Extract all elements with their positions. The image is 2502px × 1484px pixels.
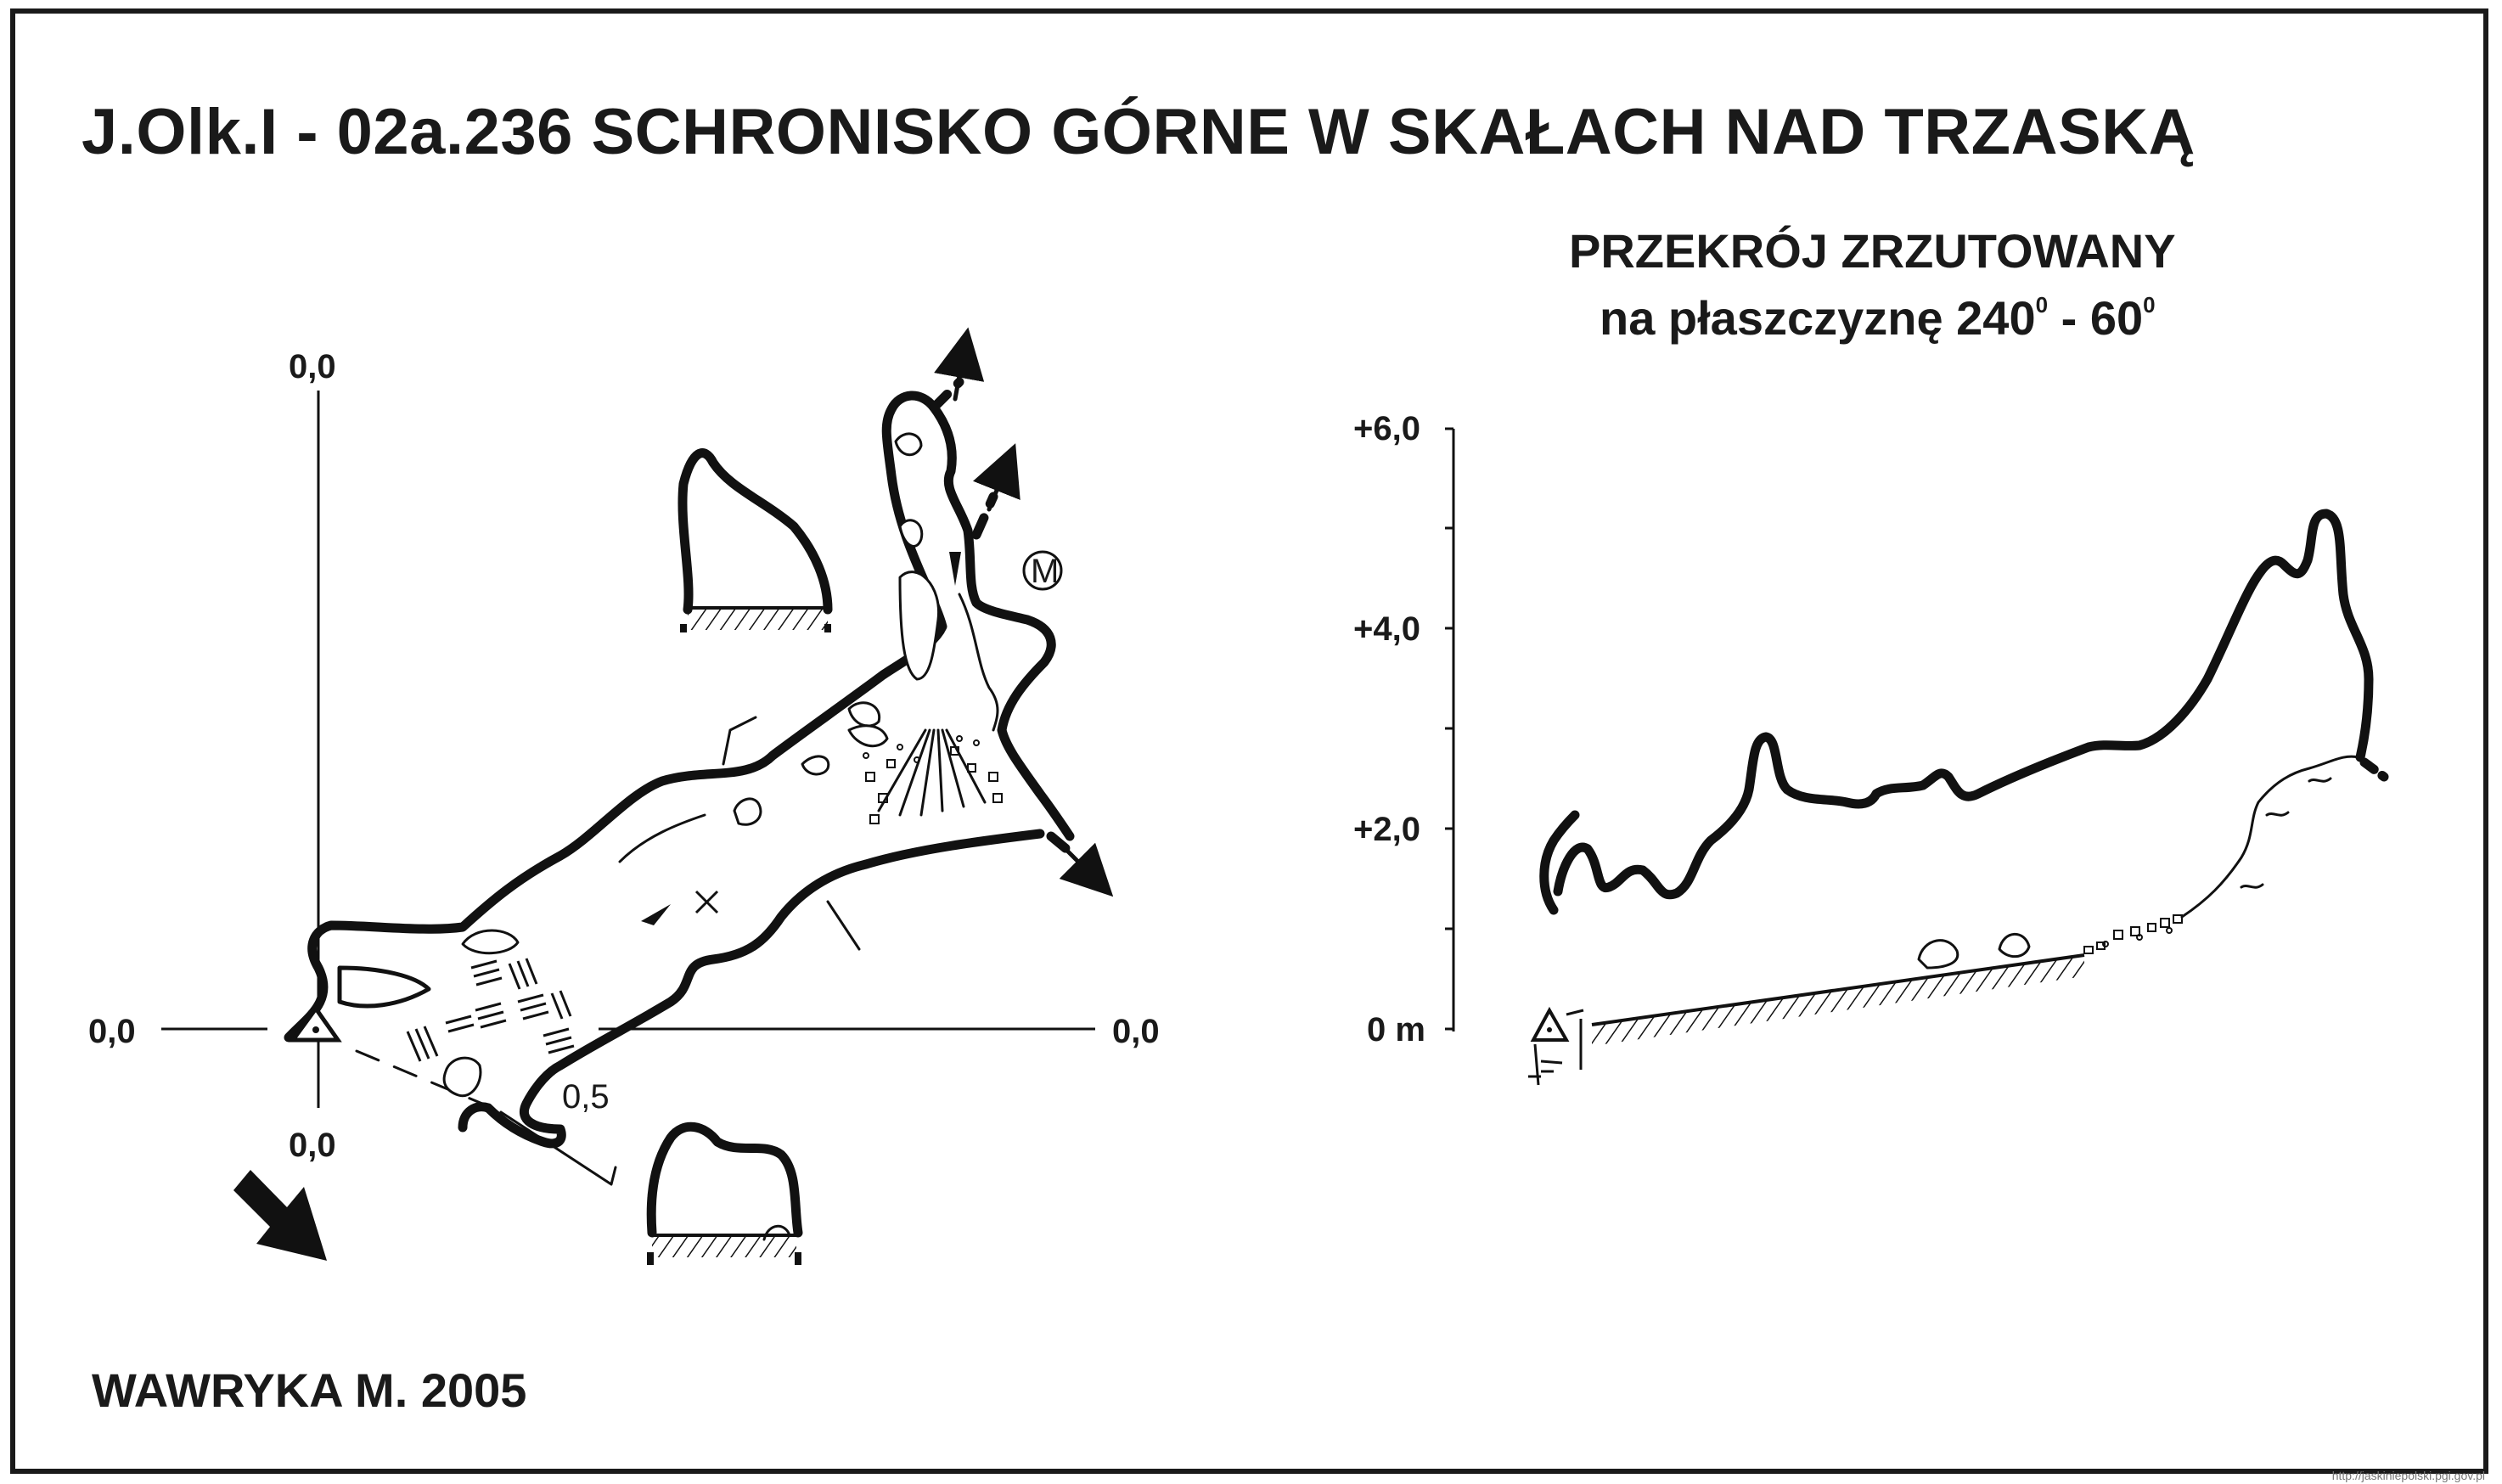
dip-arrow-symbol xyxy=(641,904,671,925)
section-tick-4: +4,0 xyxy=(1353,610,1420,648)
passage-continues-arrow-se xyxy=(1059,842,1114,897)
section-small-debris xyxy=(2083,914,2183,954)
entrance-datum-marker xyxy=(289,1004,342,1043)
small-debris xyxy=(863,735,1003,824)
section-subtitle: na płaszczyznę 2400 - 600 xyxy=(1600,291,2156,345)
rock-outcrop-top xyxy=(678,448,833,632)
section-slope-ticks xyxy=(2240,777,2332,889)
dip-arrow-symbol-2 xyxy=(949,552,961,586)
section-floor-profile xyxy=(1528,953,2085,1086)
section-y-ticks xyxy=(1445,427,1453,1031)
magnetic-symbol-letter: M xyxy=(1031,553,1059,590)
cave-wall-dashed-north xyxy=(929,377,964,413)
plan-axis-label-bottom: 0,0 xyxy=(289,1127,336,1164)
section-entrance-marker xyxy=(1530,1006,1584,1042)
plan-axis-label-left: 0,0 xyxy=(88,1013,136,1050)
source-watermark: http://jaskiniepolski.pgi.gov.pl xyxy=(2331,1469,2485,1482)
sediment-wedge xyxy=(337,965,431,1009)
section-tick-0: 0 m xyxy=(1367,1011,1425,1048)
section-ceiling-profile xyxy=(1539,509,2374,915)
wall-ledge-line xyxy=(958,593,999,732)
author-credit: WAWRYKA M. 2005 xyxy=(92,1363,527,1417)
section-tick-6: +6,0 xyxy=(1353,410,1420,447)
section-boulders xyxy=(1917,932,2031,970)
entrance-direction-arrow xyxy=(233,1170,327,1261)
section-title: PRZEKRÓJ ZRZUTOWANY xyxy=(1569,224,2176,278)
rock-outcrop-bottom xyxy=(646,1121,803,1265)
section-line-marker-upper xyxy=(722,716,757,766)
magnetic-symbol-circle xyxy=(1022,550,1063,591)
plan-axis-label-right: 0,0 xyxy=(1112,1013,1160,1050)
section-line-marker-lower xyxy=(499,1110,617,1186)
scree-rays xyxy=(877,728,987,817)
section-ceiling-dashed xyxy=(2359,757,2389,782)
page-title: J.Olk.I - 02a.236 SCHRONISKO GÓRNE W SKA… xyxy=(82,96,2196,168)
depth-mark: 0,5 xyxy=(562,1078,610,1116)
boulders-plan xyxy=(442,432,941,1098)
section-tick-2: +2,0 xyxy=(1353,811,1420,848)
cross-mark xyxy=(694,890,719,914)
wall-ledge-upper xyxy=(618,813,706,863)
ceiling-step-line xyxy=(826,900,861,951)
plan-axis-label-top: 0,0 xyxy=(289,348,336,385)
map-frame xyxy=(10,8,2488,1474)
section-view: +6,0 +4,0 +2,0 0 m xyxy=(1353,410,2389,1086)
passage-continues-arrow-ne xyxy=(973,443,1020,512)
section-rock-slope xyxy=(2180,755,2360,919)
rubble-floor-hatching xyxy=(406,958,575,1062)
cave-wall-lower xyxy=(458,829,1045,1149)
plan-view: 0,0 0,0 0,0 0,0 xyxy=(88,327,1160,1265)
passage-continues-arrow-n xyxy=(934,327,985,402)
survey-line xyxy=(355,1049,494,1110)
